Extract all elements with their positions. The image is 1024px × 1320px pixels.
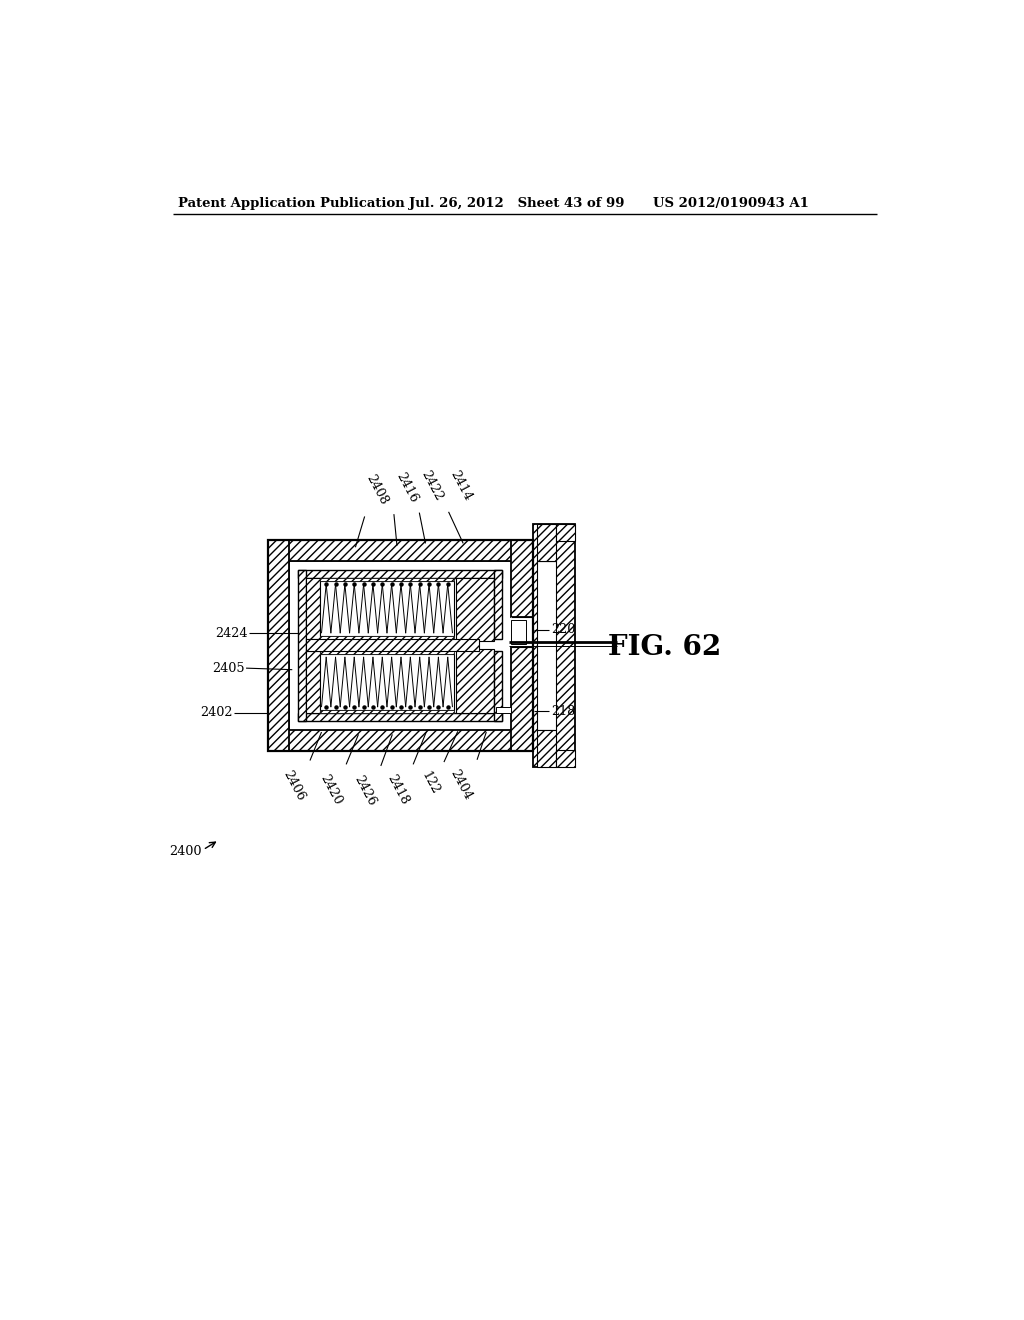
Polygon shape (319, 655, 454, 710)
Polygon shape (319, 581, 454, 636)
Text: 2426: 2426 (352, 774, 379, 808)
Polygon shape (532, 524, 574, 767)
Polygon shape (319, 636, 454, 639)
Polygon shape (511, 540, 532, 616)
Text: 2416: 2416 (393, 470, 420, 506)
Polygon shape (456, 578, 494, 642)
Polygon shape (319, 651, 454, 655)
Polygon shape (456, 649, 494, 713)
Text: 2402: 2402 (200, 706, 232, 719)
Polygon shape (298, 570, 502, 578)
Polygon shape (306, 578, 319, 639)
Text: 2420: 2420 (317, 772, 344, 807)
Polygon shape (267, 540, 289, 751)
Text: 2414: 2414 (447, 467, 474, 503)
Polygon shape (538, 524, 556, 561)
Text: 2400: 2400 (169, 845, 202, 858)
Text: 2406: 2406 (281, 768, 307, 803)
Polygon shape (511, 647, 532, 751)
Polygon shape (556, 750, 574, 767)
Polygon shape (298, 713, 502, 721)
Polygon shape (538, 561, 556, 730)
Text: FIG. 62: FIG. 62 (608, 634, 721, 661)
Text: 122: 122 (419, 770, 441, 797)
Polygon shape (538, 730, 556, 767)
Text: 2404: 2404 (449, 767, 475, 803)
Polygon shape (267, 730, 532, 751)
Polygon shape (306, 651, 319, 713)
Text: 2424: 2424 (215, 627, 248, 640)
Text: 2405: 2405 (212, 661, 245, 675)
Text: 2422: 2422 (419, 469, 445, 503)
Polygon shape (556, 524, 574, 541)
Polygon shape (494, 570, 502, 639)
Text: US 2012/0190943 A1: US 2012/0190943 A1 (652, 197, 809, 210)
Text: 2408: 2408 (364, 473, 390, 507)
Polygon shape (319, 578, 454, 581)
Text: 220: 220 (551, 623, 575, 636)
Polygon shape (511, 619, 526, 644)
Polygon shape (306, 639, 478, 651)
Text: Jul. 26, 2012   Sheet 43 of 99: Jul. 26, 2012 Sheet 43 of 99 (410, 197, 625, 210)
Polygon shape (319, 710, 454, 713)
Polygon shape (496, 706, 511, 713)
Polygon shape (511, 616, 532, 647)
Polygon shape (494, 651, 502, 721)
Polygon shape (289, 561, 511, 730)
Polygon shape (298, 570, 306, 721)
Text: Patent Application Publication: Patent Application Publication (178, 197, 406, 210)
Polygon shape (267, 540, 532, 561)
Text: 2418: 2418 (384, 772, 411, 807)
Text: 218: 218 (551, 705, 575, 718)
